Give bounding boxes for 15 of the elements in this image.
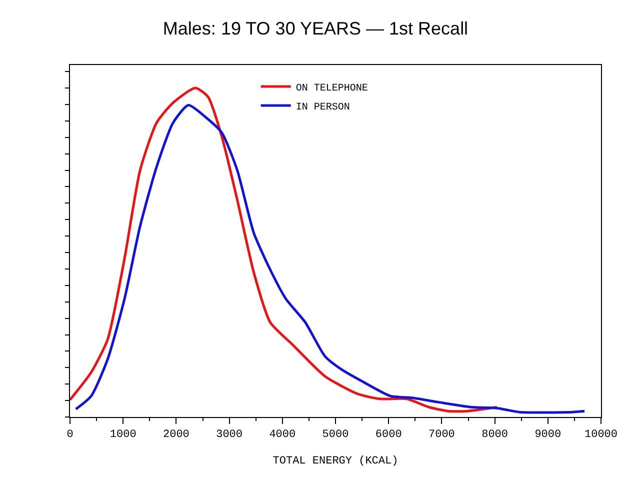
legend-label: IN PERSON <box>296 102 350 114</box>
legend-label: ON TELEPHONE <box>296 83 368 94</box>
x-tick-label: 5000 <box>322 429 349 442</box>
x-tick-label: 0 <box>66 429 74 442</box>
x-tick-label: 4000 <box>269 429 296 442</box>
x-tick-label: 2000 <box>162 429 190 442</box>
x-tick-label: 8000 <box>482 429 508 442</box>
x-tick-label: 7000 <box>428 429 455 442</box>
x-axis-title: TOTAL ENERGY (KCAL) <box>272 455 398 468</box>
x-tick-label: 1000 <box>110 429 136 442</box>
x-tick-label: 9000 <box>534 429 562 442</box>
x-tick-label: 10000 <box>584 429 618 442</box>
x-tick-label: 6000 <box>375 429 402 442</box>
chart-title: Males: 19 TO 30 YEARS — 1st Recall <box>162 18 468 39</box>
x-tick-label: 3000 <box>216 429 243 442</box>
